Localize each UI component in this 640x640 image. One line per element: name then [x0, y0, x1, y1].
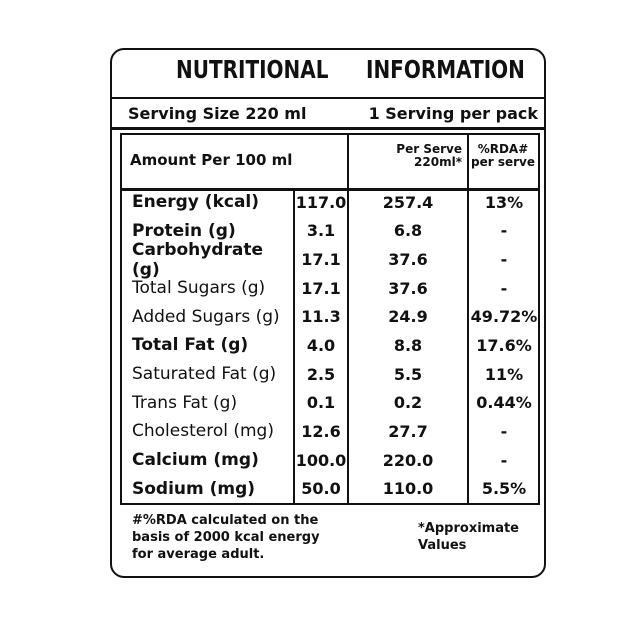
serving-size: Serving Size 220 ml [128, 104, 307, 123]
nutrient-table: Energy (kcal) 117.0 257.4 13% Protein (g) 3.1… [120, 188, 540, 505]
header-divider [467, 133, 469, 188]
nutrient-name: Total Fat (g) [122, 331, 295, 360]
nutrient-value: 11.3 [295, 302, 349, 332]
nutrient-value: 5.5 [349, 359, 469, 389]
nutrient-name: Trans Fat (g) [122, 388, 295, 418]
nutrient-value: 37.6 [349, 273, 469, 303]
nutrient-value: 50.0 [295, 474, 349, 503]
nutrient-value: 0.2 [349, 388, 469, 418]
nutrient-value: 17.6% [476, 335, 532, 355]
nutrient-value: 100.0 [295, 445, 349, 475]
nutrient-value: 4.0 [295, 331, 349, 360]
nutrient-value: 0.1 [295, 388, 349, 418]
nutrient-value: 110.0 [349, 474, 469, 503]
rda-note: #%RDA calculated on the basis of 2000 kc… [132, 513, 320, 562]
nutrient-value: - [500, 250, 508, 270]
nutrient-value: - [500, 221, 508, 241]
nutrient-value: 17.1 [295, 273, 349, 303]
nutrient-value: 12.6 [295, 417, 349, 446]
nutrient-name: Total Sugars (g) [122, 273, 295, 303]
nutrient-name: Energy (kcal) [122, 188, 295, 217]
title-right: INFORMATION [366, 55, 525, 84]
nutrient-value: 6.8 [349, 216, 469, 246]
nutrient-name: Calcium (mg) [122, 445, 295, 475]
per-serve-header: Per Serve 220ml* [350, 143, 462, 169]
header-line: %RDA# [477, 142, 529, 156]
nutrient-value: 27.7 [349, 417, 469, 446]
label-border [110, 48, 546, 578]
nutrient-value: 17.1 [295, 245, 349, 274]
amount-header: Amount Per 100 ml [130, 151, 293, 169]
header-line: Per Serve [396, 142, 462, 156]
header-divider [347, 133, 349, 188]
header-box [120, 133, 540, 191]
header-line: per serve [471, 155, 535, 169]
nutrient-value: 49.72% [470, 307, 538, 327]
rule [112, 97, 544, 99]
nutrient-value: 8.8 [349, 331, 469, 360]
nutrient-name: Saturated Fat (g) [122, 359, 295, 389]
nutrient-name: Protein (g) [122, 216, 295, 246]
nutrient-value: 2.5 [295, 359, 349, 389]
header-line: 220ml* [414, 155, 462, 169]
nutrient-value: - [500, 278, 508, 298]
nutrient-name: Sodium (mg) [122, 474, 295, 503]
nutrient-value: 37.6 [349, 245, 469, 274]
nutrient-value: - [500, 421, 508, 441]
rda-header: %RDA# per serve [470, 143, 536, 169]
servings-per-pack: 1 Serving per pack [368, 104, 538, 123]
nutrient-value: 0.44% [476, 393, 532, 413]
nutrient-name: Added Sugars (g) [122, 302, 295, 332]
title-left: NUTRITIONAL [176, 55, 329, 84]
approx-note: *Approximate Values [418, 521, 520, 553]
nutrient-value: 11% [484, 364, 524, 384]
nutrient-value: 117.0 [295, 188, 349, 217]
nutrient-value: 5.5% [481, 479, 527, 499]
nutrient-value: - [500, 450, 508, 470]
nutrient-value: 3.1 [295, 216, 349, 246]
nutrient-value: 13% [484, 192, 524, 212]
rule [112, 127, 544, 130]
nutrient-name: Cholesterol (mg) [122, 417, 295, 446]
nutrient-value: 24.9 [349, 302, 469, 332]
nutrient-value: 220.0 [349, 445, 469, 475]
nutrient-value: 257.4 [349, 188, 469, 217]
nutrient-name: Carbohydrate (g) [122, 240, 295, 280]
